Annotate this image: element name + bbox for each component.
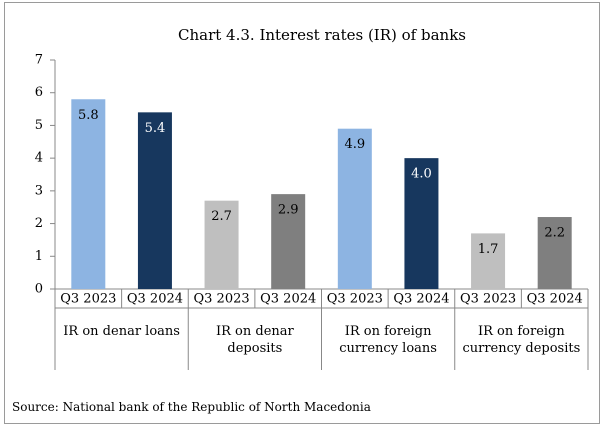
bar (71, 99, 106, 289)
source-note: Source: National bank of the Republic of… (12, 400, 371, 414)
y-tick-label: 2 (35, 216, 43, 231)
y-tick-label: 6 (35, 85, 43, 100)
bar (404, 158, 439, 289)
y-tick-label: 7 (35, 53, 43, 68)
bar (271, 194, 306, 289)
x-tick-label: Q3 2023 (327, 292, 383, 307)
x-tick-label: Q3 2023 (460, 292, 516, 307)
bar (537, 217, 572, 289)
group-label: IR on foreign currency deposits (462, 324, 581, 356)
group-label: IR on denar loans (63, 324, 180, 339)
data-label: 4.9 (344, 137, 365, 152)
x-tick-label: Q3 2024 (127, 292, 183, 307)
group-label: IR on denar deposits (216, 324, 294, 356)
y-tick-label: 3 (35, 183, 43, 198)
group-label: IR on foreign currency loans (339, 324, 437, 356)
bar (471, 233, 506, 289)
data-label: 4.0 (411, 167, 432, 182)
x-tick-label: Q3 2024 (527, 292, 583, 307)
y-tick-label: 5 (35, 118, 43, 133)
bar (204, 200, 239, 289)
x-tick-label: Q3 2024 (393, 292, 449, 307)
data-label: 5.4 (145, 121, 166, 136)
y-tick-label: 0 (35, 282, 43, 297)
data-label: 2.2 (544, 226, 565, 241)
bar (337, 128, 372, 289)
chart-border (4, 2, 600, 424)
x-tick-label: Q3 2023 (60, 292, 116, 307)
x-tick-label: Q3 2023 (193, 292, 249, 307)
chart-title: Chart 4.3. Interest rates (IR) of banks (178, 26, 466, 44)
data-label: 2.7 (211, 209, 232, 224)
data-label: 5.8 (78, 108, 99, 123)
x-tick-label: Q3 2024 (260, 292, 316, 307)
data-label: 1.7 (478, 242, 499, 257)
y-tick-label: 4 (35, 151, 43, 166)
bar (137, 112, 172, 289)
data-label: 2.9 (278, 203, 299, 218)
y-tick-label: 1 (35, 249, 43, 264)
